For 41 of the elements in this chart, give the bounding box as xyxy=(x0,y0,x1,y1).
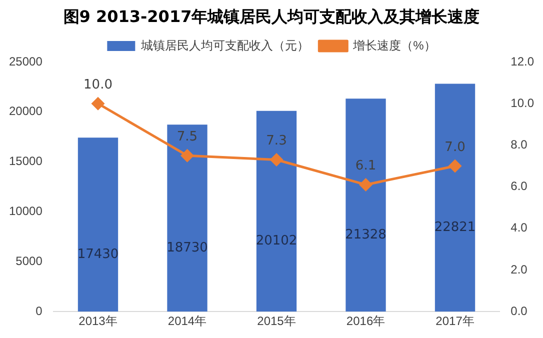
bar xyxy=(346,98,386,312)
point xyxy=(360,178,372,191)
bar xyxy=(78,138,118,312)
data-label: 7.3 xyxy=(266,134,287,149)
y2-tick-label: 10.0 xyxy=(510,96,534,110)
x-tick-label: 2016年 xyxy=(346,314,386,328)
y-tick-label: 15000 xyxy=(8,154,43,168)
point xyxy=(181,149,194,162)
x-tick-label: 2013年 xyxy=(78,314,118,328)
y2-tick-label: 2.0 xyxy=(510,262,528,276)
data-label: 22821 xyxy=(434,220,476,236)
y-tick-label: 0 xyxy=(36,304,43,318)
y-tick-label: 20000 xyxy=(8,104,43,118)
x-tick-label: 2014年 xyxy=(168,314,207,328)
y2-tick-label: 6.0 xyxy=(510,179,528,194)
x-tick-label: 2015年 xyxy=(257,314,296,328)
y-tick-label: 25000 xyxy=(8,54,43,68)
data-label: 21328 xyxy=(345,228,386,243)
bar xyxy=(434,84,476,312)
y2-tick-label: 12.0 xyxy=(510,54,534,68)
bar xyxy=(256,110,297,312)
y-tick-label: 10000 xyxy=(8,204,43,218)
data-label: 10.0 xyxy=(84,77,112,92)
y2-tick-label: 0.0 xyxy=(510,304,528,318)
bar xyxy=(167,124,208,312)
legend-label: 增长速度（%） xyxy=(352,38,436,52)
point xyxy=(448,160,462,172)
y2-tick-label: 4.0 xyxy=(510,220,528,235)
data-label: 17430 xyxy=(77,246,119,262)
point xyxy=(92,97,104,110)
data-label: 7.5 xyxy=(176,129,198,144)
legend-label: 城镇居民人均可支配收入（元） xyxy=(140,38,310,52)
data-label: 20102 xyxy=(256,234,298,249)
point xyxy=(270,154,283,166)
y2-tick-label: 8.0 xyxy=(510,138,528,152)
x-tick-label: 2017年 xyxy=(436,314,474,328)
data-label: 7.0 xyxy=(444,140,466,155)
data-label: 6.1 xyxy=(355,158,376,174)
data-label: 18730 xyxy=(166,240,208,256)
y-tick-label: 5000 xyxy=(16,254,43,268)
chart-title: 图9 2013-2017年城镇居民人均可支配收入及其增长速度 xyxy=(62,6,481,28)
